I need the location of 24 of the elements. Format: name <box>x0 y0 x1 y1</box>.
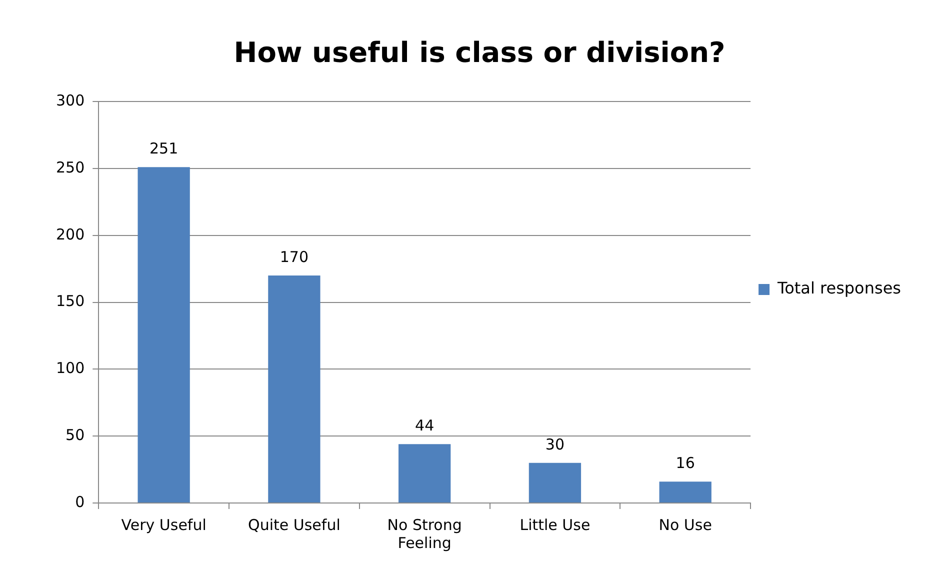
bar <box>268 276 320 502</box>
y-tick-label: 300 <box>56 91 85 110</box>
data-label: 16 <box>676 454 695 472</box>
bar <box>528 462 582 502</box>
bar <box>138 167 190 502</box>
chart-title: How useful is class or division? <box>234 36 726 70</box>
x-tick-label: No Strong Feeling <box>387 516 462 552</box>
data-label: 44 <box>415 416 434 435</box>
data-label: 170 <box>280 248 309 266</box>
bar <box>659 482 712 502</box>
x-tick-label: No Use <box>658 516 712 534</box>
data-label: 30 <box>545 435 565 454</box>
y-tick-label: 150 <box>56 292 85 310</box>
y-tick-label: 100 <box>56 359 85 378</box>
y-tick-label: 0 <box>75 492 85 511</box>
bar <box>398 444 451 502</box>
x-tick-label: Quite Useful <box>248 516 340 534</box>
legend-label: Total responses <box>776 278 902 298</box>
x-tick-label: Little Use <box>520 516 590 534</box>
x-tick-label: Very Useful <box>121 516 206 534</box>
y-tick-label: 50 <box>66 426 85 444</box>
y-tick-label: 250 <box>56 158 85 176</box>
y-tick-label: 200 <box>56 225 85 244</box>
data-label: 251 <box>150 140 178 158</box>
